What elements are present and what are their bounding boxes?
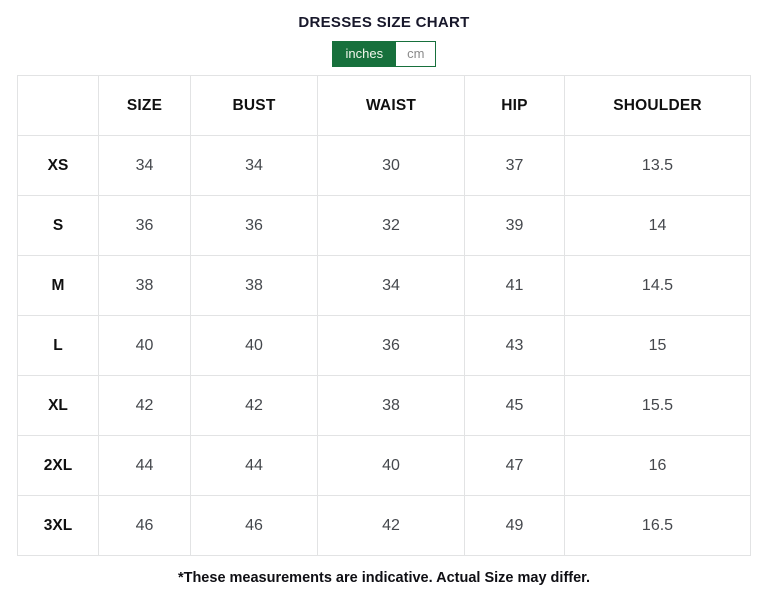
cell-waist: 36	[317, 315, 465, 376]
column-header-blank	[17, 75, 99, 136]
cell-bust: 36	[190, 195, 318, 256]
cell-hip: 43	[464, 315, 565, 376]
row-label: 2XL	[17, 435, 99, 496]
column-header-hip: HIP	[464, 75, 565, 136]
cell-waist: 38	[317, 375, 465, 436]
table-row-xs: XS 34 34 30 37 13.5	[17, 135, 751, 196]
table-row-xl: XL 42 42 38 45 15.5	[17, 375, 751, 436]
unit-toggle: inches cm	[331, 41, 437, 67]
cell-bust: 38	[190, 255, 318, 316]
cell-waist: 32	[317, 195, 465, 256]
table-row-l: L 40 40 36 43 15	[17, 315, 751, 376]
column-header-shoulder: SHOULDER	[564, 75, 751, 136]
cell-shoulder: 16	[564, 435, 751, 496]
cell-shoulder: 13.5	[564, 135, 751, 196]
row-label: L	[17, 315, 99, 376]
column-header-bust: BUST	[190, 75, 318, 136]
unit-toggle-inches[interactable]: inches	[332, 42, 397, 66]
page-title: DRESSES SIZE CHART	[298, 14, 470, 31]
row-label: XL	[17, 375, 99, 436]
cell-shoulder: 14.5	[564, 255, 751, 316]
cell-shoulder: 16.5	[564, 495, 751, 556]
cell-size: 46	[98, 495, 191, 556]
unit-toggle-cm[interactable]: cm	[396, 42, 436, 66]
cell-hip: 41	[464, 255, 565, 316]
cell-size: 44	[98, 435, 191, 496]
cell-size: 38	[98, 255, 191, 316]
cell-bust: 44	[190, 435, 318, 496]
cell-size: 36	[98, 195, 191, 256]
cell-bust: 34	[190, 135, 318, 196]
cell-hip: 47	[464, 435, 565, 496]
cell-shoulder: 15.5	[564, 375, 751, 436]
table-row-3xl: 3XL 46 46 42 49 16.5	[17, 495, 751, 556]
cell-waist: 30	[317, 135, 465, 196]
cell-hip: 39	[464, 195, 565, 256]
cell-bust: 46	[190, 495, 318, 556]
cell-hip: 37	[464, 135, 565, 196]
size-table: SIZE BUST WAIST HIP SHOULDER XS 34 34 30…	[17, 75, 751, 556]
column-header-waist: WAIST	[317, 75, 465, 136]
table-row-m: M 38 38 34 41 14.5	[17, 255, 751, 316]
column-header-size: SIZE	[98, 75, 191, 136]
cell-waist: 40	[317, 435, 465, 496]
row-label: 3XL	[17, 495, 99, 556]
cell-shoulder: 15	[564, 315, 751, 376]
cell-waist: 34	[317, 255, 465, 316]
cell-size: 42	[98, 375, 191, 436]
row-label: XS	[17, 135, 99, 196]
row-label: S	[17, 195, 99, 256]
table-row-s: S 36 36 32 39 14	[17, 195, 751, 256]
row-label: M	[17, 255, 99, 316]
cell-size: 34	[98, 135, 191, 196]
footnote: *These measurements are indicative. Actu…	[177, 570, 591, 586]
cell-hip: 49	[464, 495, 565, 556]
cell-bust: 40	[190, 315, 318, 376]
cell-hip: 45	[464, 375, 565, 436]
table-row-2xl: 2XL 44 44 40 47 16	[17, 435, 751, 496]
size-chart-panel: DRESSES SIZE CHART inches cm SIZE BUST W…	[17, 14, 751, 586]
table-header-row: SIZE BUST WAIST HIP SHOULDER	[17, 75, 751, 136]
cell-bust: 42	[190, 375, 318, 436]
cell-size: 40	[98, 315, 191, 376]
cell-shoulder: 14	[564, 195, 751, 256]
cell-waist: 42	[317, 495, 465, 556]
